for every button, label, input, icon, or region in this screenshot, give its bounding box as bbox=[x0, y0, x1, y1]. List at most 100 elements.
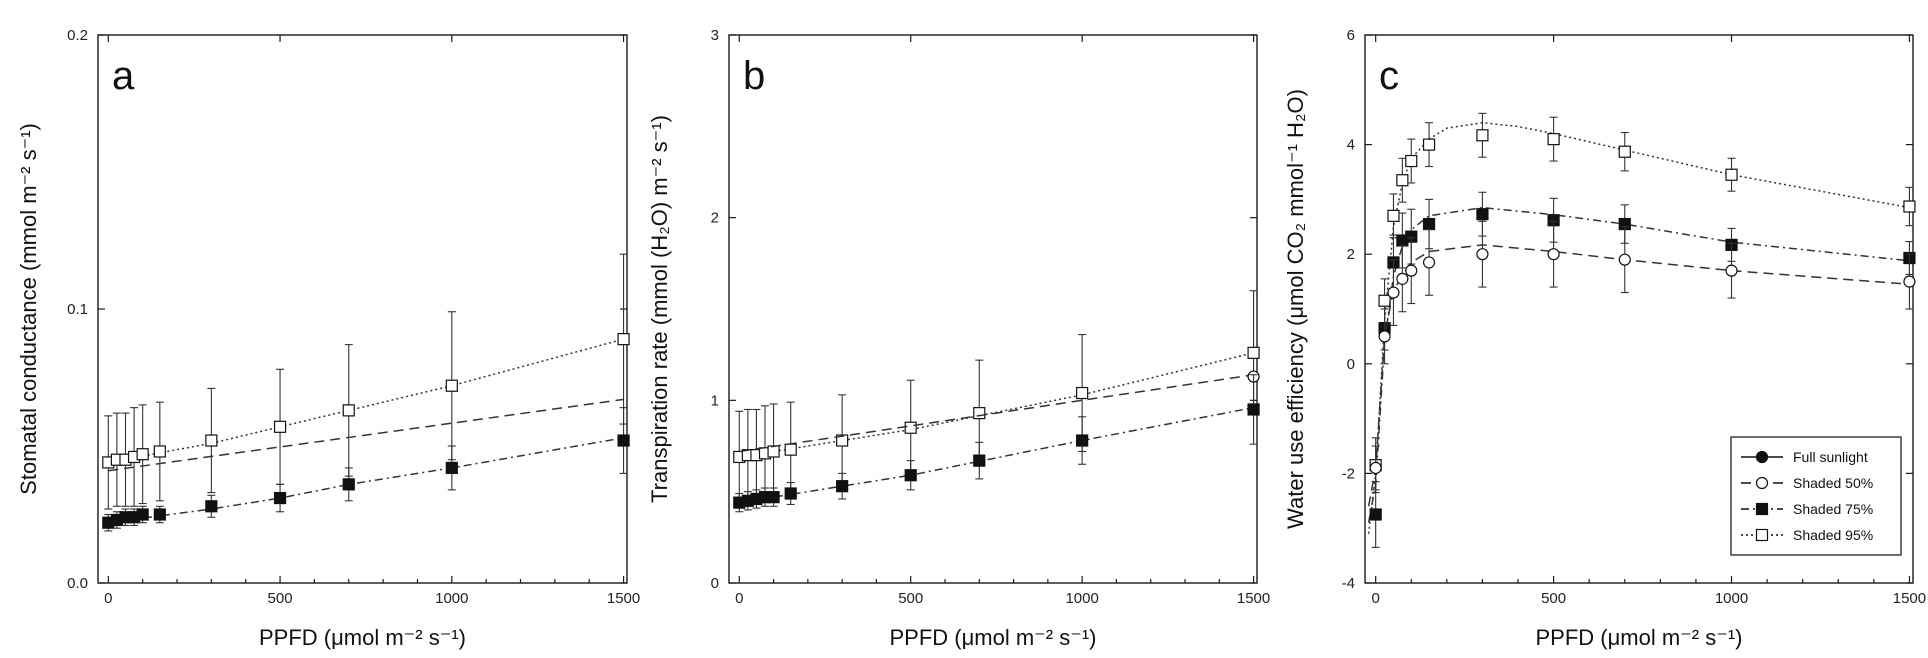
x-tick-label: 1000 bbox=[1715, 590, 1748, 607]
data-point bbox=[1476, 129, 1489, 142]
y-axis-title: Water use efficiency (μmol CO₂ mmol⁻¹ H₂… bbox=[1283, 89, 1308, 529]
data-point bbox=[836, 480, 849, 493]
y-tick-label: -2 bbox=[1342, 465, 1355, 482]
data-point bbox=[1422, 256, 1436, 269]
panel-a: 0 500 1000 1500 0.0 0.1 0.2 PPFD (μmol m⁻² s⁻¹)… bbox=[16, 27, 640, 650]
y-tick-label: 0 bbox=[1347, 356, 1355, 373]
fit-line bbox=[739, 406, 1254, 504]
panel-letter: a bbox=[112, 54, 135, 98]
data-point bbox=[1422, 217, 1436, 231]
x-tick-label: 1000 bbox=[435, 590, 468, 607]
data-point bbox=[767, 445, 780, 458]
panel-b: 0 500 1000 1500 0 1 2 3 PPFD (μmol m⁻² s⁻¹) Trans… bbox=[647, 27, 1270, 650]
data-point bbox=[1369, 508, 1382, 521]
plot-frame bbox=[728, 34, 1258, 584]
x-tick-label: 500 bbox=[898, 590, 923, 607]
y-axis-title: Stomatal conductance (mmol m⁻² s⁻¹) bbox=[16, 123, 41, 495]
data-point bbox=[836, 434, 849, 447]
x-tick-label: 0 bbox=[735, 590, 743, 607]
data-point bbox=[1396, 174, 1409, 187]
fit-line bbox=[1367, 206, 1910, 523]
y-tick-label: 2 bbox=[1347, 246, 1355, 263]
x-axis-title: PPFD (μmol m⁻² s⁻¹) bbox=[1536, 625, 1743, 650]
legend-marker bbox=[1755, 502, 1769, 516]
data-point bbox=[1405, 264, 1418, 277]
data-point bbox=[445, 461, 458, 475]
fit-line bbox=[739, 352, 1254, 458]
data-point bbox=[617, 333, 630, 346]
y-tick-label: -4 bbox=[1342, 575, 1355, 592]
data-point bbox=[1476, 208, 1489, 221]
data-point bbox=[1903, 275, 1916, 288]
x-tick-label: 1500 bbox=[607, 590, 640, 607]
legend-marker bbox=[1755, 450, 1769, 464]
legend-label: Shaded 75% bbox=[1793, 501, 1873, 517]
data-point bbox=[1378, 330, 1391, 343]
data-point bbox=[784, 443, 797, 456]
data-point bbox=[273, 420, 287, 433]
data-point bbox=[153, 445, 166, 458]
data-point bbox=[205, 434, 218, 447]
data-point bbox=[1547, 133, 1560, 146]
fit-line bbox=[1367, 121, 1910, 534]
data-point bbox=[1076, 434, 1089, 447]
data-point bbox=[136, 448, 149, 461]
x-tick-label: 1500 bbox=[1893, 590, 1926, 607]
y-tick-label: 0.0 bbox=[67, 575, 88, 592]
data-point bbox=[973, 454, 986, 467]
data-point bbox=[1387, 209, 1400, 222]
panel-letter: b bbox=[743, 54, 765, 98]
data-point bbox=[1387, 286, 1400, 299]
legend-marker bbox=[1755, 528, 1769, 542]
panel-c: 0 500 1000 1500 -4 -2 0 2 4 6 PPFD (μmol m⁻² s⁻¹) W… bbox=[1283, 27, 1926, 650]
x-tick-label: 1500 bbox=[1237, 590, 1270, 607]
data-point bbox=[904, 421, 917, 434]
data-point bbox=[153, 508, 166, 521]
x-tick-label: 0 bbox=[1372, 590, 1380, 607]
data-point bbox=[784, 487, 797, 500]
x-tick-label: 500 bbox=[268, 590, 293, 607]
data-point bbox=[1618, 145, 1631, 158]
y-tick-label: 0.2 bbox=[67, 27, 88, 44]
plot-frame bbox=[97, 34, 628, 584]
data-point bbox=[342, 404, 355, 417]
data-point bbox=[342, 478, 355, 491]
series-dashed bbox=[739, 370, 1260, 453]
data-point bbox=[205, 500, 218, 513]
x-axis-title: PPFD (μmol m⁻² s⁻¹) bbox=[890, 625, 1097, 650]
data-point bbox=[1618, 253, 1631, 266]
data-point bbox=[1378, 294, 1391, 307]
fit-line bbox=[108, 437, 624, 524]
series-dashdot bbox=[733, 374, 1260, 513]
data-point bbox=[767, 491, 780, 504]
data-point bbox=[1422, 138, 1436, 151]
legend-label: Shaded 50% bbox=[1793, 475, 1873, 491]
data-point bbox=[445, 379, 458, 392]
data-point bbox=[1076, 386, 1089, 400]
data-point bbox=[1725, 264, 1738, 277]
fit-line bbox=[108, 338, 624, 464]
series-dashdot bbox=[102, 407, 630, 532]
data-point bbox=[1476, 248, 1489, 261]
x-tick-label: 1000 bbox=[1065, 590, 1098, 607]
y-tick-label: 4 bbox=[1347, 137, 1355, 154]
data-point bbox=[273, 491, 287, 505]
fit-line bbox=[108, 398, 624, 472]
x-axis-title: PPFD (μmol m⁻² s⁻¹) bbox=[259, 625, 466, 650]
panel-letter: c bbox=[1379, 54, 1399, 98]
x-tick-label: 0 bbox=[104, 590, 112, 607]
data-point bbox=[136, 508, 149, 521]
data-point bbox=[1405, 154, 1418, 168]
legend-label: Full sunlight bbox=[1793, 449, 1868, 465]
data-point bbox=[973, 407, 986, 420]
data-point bbox=[904, 469, 917, 482]
data-point bbox=[617, 434, 630, 447]
fit-line bbox=[1367, 244, 1910, 507]
legend-label: Shaded 95% bbox=[1793, 527, 1873, 543]
series-dotted bbox=[733, 290, 1260, 504]
data-point bbox=[1396, 272, 1409, 285]
y-tick-label: 0.1 bbox=[67, 301, 88, 318]
y-tick-label: 2 bbox=[711, 210, 719, 227]
x-tick-label: 500 bbox=[1541, 590, 1566, 607]
